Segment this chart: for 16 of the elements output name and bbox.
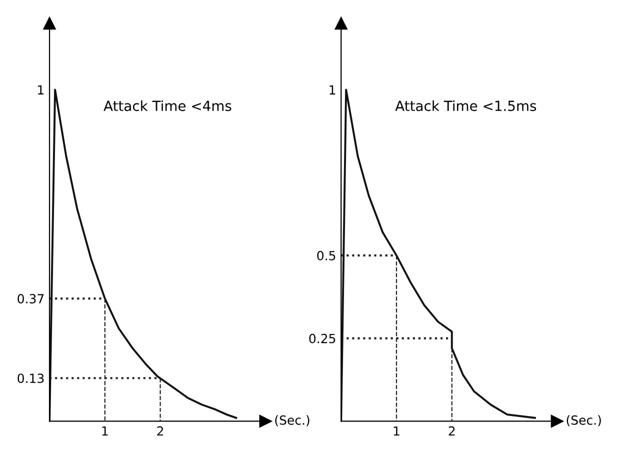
line-series xyxy=(50,88,238,422)
x-axis-title: (Sec.) xyxy=(566,415,601,426)
y-tick-label: 0.37 xyxy=(18,294,44,304)
x-tick-label: 2 xyxy=(448,426,455,436)
y-tick-label: 1 xyxy=(330,85,336,94)
x-tick-label: 1 xyxy=(102,426,108,436)
y-tick-label: 0.25 xyxy=(309,334,336,344)
x-tick-label: 2 xyxy=(157,426,164,436)
y-tick-label: 0.5 xyxy=(317,250,336,260)
y-tick-label: 0.13 xyxy=(18,374,44,384)
x-tick-label: 1 xyxy=(394,426,400,436)
x-axis-title: (Sec.) xyxy=(275,415,310,426)
annotation: Attack Time <1.5ms xyxy=(395,100,536,112)
annotation: Attack Time <4ms xyxy=(104,100,232,112)
y-tick-label: 1 xyxy=(38,85,44,94)
line-series xyxy=(341,88,536,422)
